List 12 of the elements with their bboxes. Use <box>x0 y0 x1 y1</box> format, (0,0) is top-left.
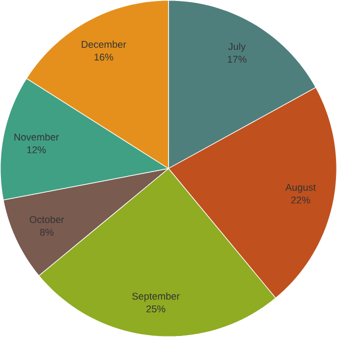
data-label: 16% <box>94 54 114 61</box>
slice-label: November <box>14 133 59 141</box>
slice-label: July <box>228 42 246 52</box>
slice-label: August <box>285 184 316 193</box>
slice-label: October <box>30 216 64 224</box>
data-label: 25% <box>146 305 166 312</box>
slice-label: December <box>82 40 126 48</box>
data-label: 12% <box>27 146 46 154</box>
data-label: 22% <box>291 196 310 204</box>
slice-label: September <box>132 292 180 302</box>
data-label: 8% <box>40 228 54 236</box>
data-label: 17% <box>228 56 246 63</box>
